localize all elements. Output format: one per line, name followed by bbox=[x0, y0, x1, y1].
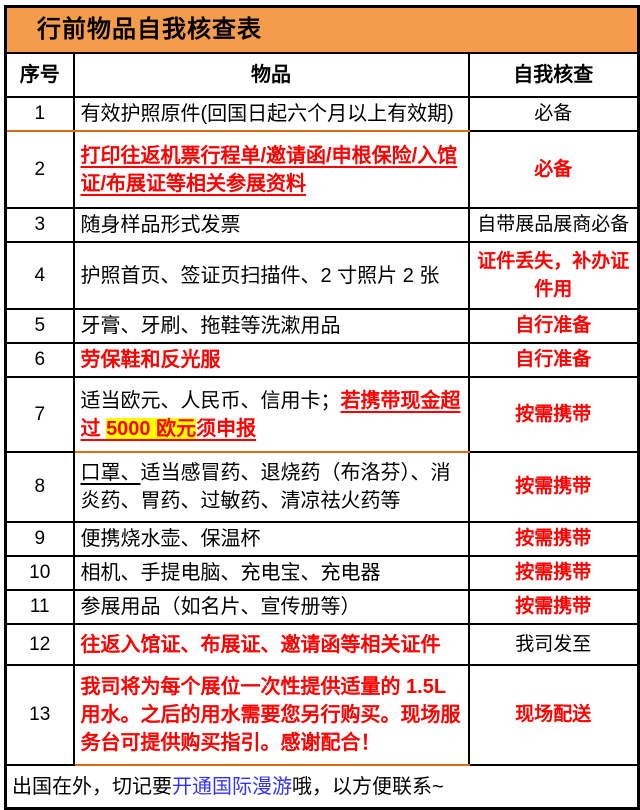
item-text-warning: 若携带现金超过 5000 欧元须申报 bbox=[81, 390, 461, 440]
title-row: 行前物品自我核查表 bbox=[4, 5, 640, 54]
row-check: 按需携带 bbox=[467, 555, 640, 591]
row-item: 往返入馆证、布展证、邀请函等相关证件 bbox=[72, 623, 470, 666]
row-item: 劳保鞋和反光服 bbox=[72, 342, 470, 378]
column-header-check: 自我核查 bbox=[467, 52, 640, 98]
row-num: 9 bbox=[4, 521, 75, 557]
table-row: 8 口罩、适当感冒药、退烧药（布洛芬）、消炎药、胃药、过敏药、清凉祛火药等 按需… bbox=[4, 451, 640, 523]
row-num: 10 bbox=[4, 555, 75, 591]
row-check: 自带展品展商必备 bbox=[467, 207, 640, 243]
table-row: 13 我司将为每个展位一次性提供适量的 1.5L 用水。之后的用水需要您另行购买… bbox=[4, 664, 640, 766]
table-row: 4 护照首页、签证页扫描件、2 寸照片 2 张 证件丢失，补办证件用 bbox=[4, 241, 640, 310]
page-title: 行前物品自我核查表 bbox=[4, 5, 640, 54]
row-num: 1 bbox=[4, 96, 75, 132]
table-row: 5 牙膏、牙刷、拖鞋等洗漱用品 自行准备 bbox=[4, 308, 640, 344]
footer-note: 出国在外，切记要开通国际漫游哦，以方便联系~ bbox=[4, 764, 640, 810]
row-check: 现场配送 bbox=[467, 664, 640, 766]
table-row: 12 往返入馆证、布展证、邀请函等相关证件 我司发至 bbox=[4, 623, 640, 666]
item-text-plain: 适当感冒药、退烧药（布洛芬）、消炎药、胃药、过敏药、清凉祛火药等 bbox=[80, 462, 451, 512]
row-num: 7 bbox=[4, 376, 75, 453]
row-item: 我司将为每个展位一次性提供适量的 1.5L 用水。之后的用水需要您另行购买。现场… bbox=[72, 664, 470, 766]
row-item: 参展用品（如名片、宣传册等） bbox=[72, 589, 470, 625]
row-check: 按需携带 bbox=[467, 521, 640, 557]
row-item: 打印往返机票行程单/邀请函/申根保险/入馆证/布展证等相关参展资料 bbox=[72, 130, 470, 209]
row-item: 适当欧元、人民币、信用卡；若携带现金超过 5000 欧元须申报 bbox=[72, 376, 470, 453]
row-check: 按需携带 bbox=[467, 451, 640, 523]
table-row: 7 适当欧元、人民币、信用卡；若携带现金超过 5000 欧元须申报 按需携带 bbox=[4, 376, 640, 453]
row-check: 我司发至 bbox=[467, 623, 640, 666]
checklist-table: 行前物品自我核查表 序号 物品 自我核查 1 有效护照原件(回国日起六个月以上有… bbox=[4, 5, 640, 810]
highlighted-amount: 5000 欧元 bbox=[106, 417, 197, 440]
row-check: 自行准备 bbox=[467, 342, 640, 378]
row-item: 随身样品形式发票 bbox=[72, 207, 470, 243]
row-check: 必备 bbox=[467, 130, 640, 209]
warning-text: 须申报 bbox=[196, 417, 257, 440]
row-item: 口罩、适当感冒药、退烧药（布洛芬）、消炎药、胃药、过敏药、清凉祛火药等 bbox=[72, 451, 470, 523]
row-num: 5 bbox=[4, 308, 75, 344]
table-row: 6 劳保鞋和反光服 自行准备 bbox=[4, 342, 640, 378]
row-num: 12 bbox=[4, 623, 75, 666]
row-check: 证件丢失，补办证件用 bbox=[467, 241, 640, 310]
warning-text: 若携带现金超过 bbox=[80, 389, 461, 440]
row-check: 自行准备 bbox=[467, 308, 640, 344]
column-header-item: 物品 bbox=[72, 52, 470, 98]
item-text-plain: 适当欧元、人民币、信用卡； bbox=[80, 389, 341, 412]
row-item: 牙膏、牙刷、拖鞋等洗漱用品 bbox=[72, 308, 470, 344]
row-num: 2 bbox=[4, 130, 75, 209]
row-num: 11 bbox=[4, 589, 75, 625]
table-row: 11 参展用品（如名片、宣传册等） 按需携带 bbox=[4, 589, 640, 625]
table-row: 9 便携烧水壶、保温杯 按需携带 bbox=[4, 521, 640, 557]
row-num: 6 bbox=[4, 342, 75, 378]
table-row: 1 有效护照原件(回国日起六个月以上有效期) 必备 bbox=[4, 96, 640, 132]
row-check: 按需携带 bbox=[467, 376, 640, 453]
row-num: 3 bbox=[4, 207, 75, 243]
table-row: 10 相机、手提电脑、充电宝、充电器 按需携带 bbox=[4, 555, 640, 591]
row-check: 必备 bbox=[467, 96, 640, 132]
row-num: 4 bbox=[4, 241, 75, 310]
row-item: 护照首页、签证页扫描件、2 寸照片 2 张 bbox=[72, 241, 470, 310]
row-item: 便携烧水壶、保温杯 bbox=[72, 521, 470, 557]
row-num: 8 bbox=[4, 451, 75, 523]
table-row: 3 随身样品形式发票 自带展品展商必备 bbox=[4, 207, 640, 243]
table-row: 2 打印往返机票行程单/邀请函/申根保险/入馆证/布展证等相关参展资料 必备 bbox=[4, 130, 640, 209]
row-item: 相机、手提电脑、充电宝、充电器 bbox=[72, 555, 470, 591]
column-header-num: 序号 bbox=[4, 52, 75, 98]
header-row: 序号 物品 自我核查 bbox=[4, 52, 640, 98]
row-check: 按需携带 bbox=[467, 589, 640, 625]
row-item: 有效护照原件(回国日起六个月以上有效期) bbox=[72, 96, 470, 132]
item-text-underlined: 口罩、 bbox=[80, 462, 141, 484]
row-num: 13 bbox=[4, 664, 75, 766]
footer-row: 出国在外，切记要开通国际漫游哦，以方便联系~ bbox=[4, 764, 640, 810]
